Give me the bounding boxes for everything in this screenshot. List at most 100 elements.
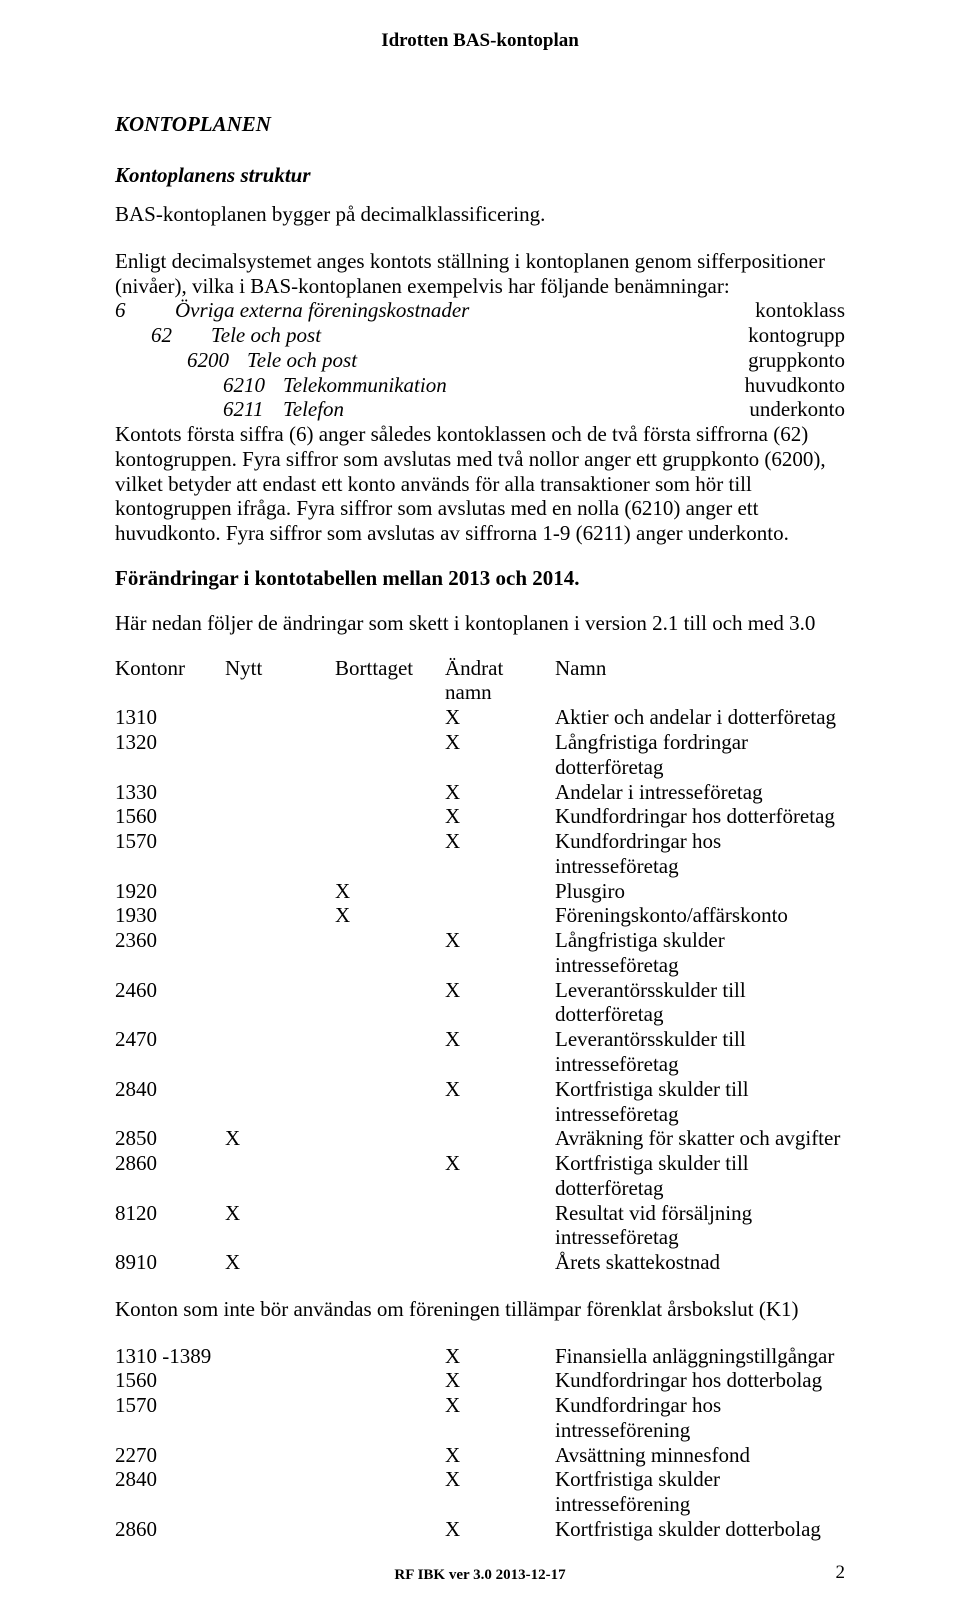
cell-nytt: X [225,1126,335,1151]
cell-nytt [335,1368,445,1393]
cell-namn: Avräkning för skatter och avgifter [555,1126,845,1151]
table-row: 2840XKortfristiga skulder intresseföreni… [115,1467,845,1517]
cell-kontonr: 2270 [115,1443,335,1468]
cell-andrat: X [445,978,555,1028]
cell-namn: Resultat vid försäljning intresseföretag [555,1201,845,1251]
changes-table: Kontonr Nytt Borttaget Ändrat Namn namn … [115,656,845,1275]
cell-borttaget [335,928,445,978]
cell-borttaget: X [335,903,445,928]
structure-left: 6211Telefon [115,397,344,422]
cell-borttaget: X [445,1368,555,1393]
table-row: 2470XLeverantörsskulder till intresseför… [115,1027,845,1077]
cell-kontonr: 1310 [115,705,225,730]
table-row: 1570XKundfordringar hos intresseförening [115,1393,845,1443]
structure-label: Telefon [283,397,344,421]
cell-borttaget [335,1151,445,1201]
cell-borttaget: X [445,1443,555,1468]
cell-borttaget [335,804,445,829]
cell-kontonr: 1330 [115,780,225,805]
cell-namn: Kortfristiga skulder intresseförening [555,1467,845,1517]
cell-kontonr: 2850 [115,1126,225,1151]
cell-kontonr: 1570 [115,829,225,879]
cell-borttaget: X [335,879,445,904]
cell-andrat [445,903,555,928]
cell-nytt [335,1443,445,1468]
cell-borttaget [335,730,445,780]
table-header-row: Kontonr Nytt Borttaget Ändrat Namn [115,656,845,681]
cell-nytt [335,1517,445,1542]
table-row: 1310 -1389XFinansiella anläggningstillgå… [115,1344,845,1369]
structure-left: 6210Telekommunikation [115,373,447,398]
structure-list: 6Övriga externa föreningskostnader kontok… [115,298,845,422]
cell-andrat [445,1126,555,1151]
col-namn: Namn [555,656,845,681]
table-row: 1320XLångfristiga fordringar dotterföret… [115,730,845,780]
table-header-row-2: namn [115,680,845,705]
intro-1: BAS-kontoplanen bygger på decimalklassif… [115,202,845,227]
col-nytt: Nytt [225,656,335,681]
cell-andrat: X [445,1027,555,1077]
cell-nytt [225,928,335,978]
cell-namn: Kundfordringar hos dotterbolag [555,1368,845,1393]
cell-nytt [225,705,335,730]
cell-andrat: X [445,928,555,978]
cell-kontonr: 1320 [115,730,225,780]
cell-namn: Leverantörsskulder till intresseföretag [555,1027,845,1077]
cell-kontonr: 2360 [115,928,225,978]
post-structure-paragraph: Kontots första siffra (6) anger således … [115,422,845,546]
cell-andrat: X [445,1077,555,1127]
table-row: 2860XKortfristiga skulder dotterbolag [115,1517,845,1542]
cell-namn: Kortfristiga skulder till intresseföreta… [555,1077,845,1127]
structure-num: 6 [115,298,175,323]
cell-nytt [335,1467,445,1517]
cell-kontonr: 1570 [115,1393,335,1443]
structure-row: 6211Telefon underkonto [115,397,845,422]
table-row: 1560XKundfordringar hos dotterföretag [115,804,845,829]
cell-nytt [225,879,335,904]
cell-andrat: X [445,780,555,805]
structure-kind: underkonto [749,397,845,422]
cell-nytt [225,829,335,879]
cell-namn: Kundfordringar hos intresseförening [555,1393,845,1443]
cell-namn: Plusgiro [555,879,845,904]
cell-kontonr: 1560 [115,1368,335,1393]
intro-2: Enligt decimalsystemet anges kontots stä… [115,249,845,299]
col-andrat-2: namn [445,680,555,705]
changes-heading: Förändringar i kontotabellen mellan 2013… [115,566,845,591]
page-number: 2 [836,1562,846,1584]
page-footer: RF IBK ver 3.0 2013-12-17 [0,1567,960,1584]
table-row: 2860XKortfristiga skulder till dotterför… [115,1151,845,1201]
structure-left: 62Tele och post [115,323,321,348]
cell-andrat [445,1250,555,1275]
k1-note: Konton som inte bör användas om förening… [115,1297,845,1322]
cell-borttaget [335,1027,445,1077]
structure-kind: huvudkonto [745,373,845,398]
cell-borttaget: X [445,1517,555,1542]
structure-label: Övriga externa föreningskostnader [175,298,469,322]
cell-nytt [225,978,335,1028]
cell-kontonr: 1920 [115,879,225,904]
cell-borttaget [335,780,445,805]
cell-kontonr: 1310 -1389 [115,1344,335,1369]
k1-table: 1310 -1389XFinansiella anläggningstillgå… [115,1344,845,1542]
cell-andrat [445,879,555,904]
cell-borttaget [335,705,445,730]
col-kontonr: Kontonr [115,656,225,681]
table-row: 2460XLeverantörsskulder till dotterföret… [115,978,845,1028]
cell-namn: Avsättning minnesfond [555,1443,845,1468]
col-borttaget: Borttaget [335,656,445,681]
cell-borttaget [335,1201,445,1251]
cell-nytt: X [225,1201,335,1251]
structure-kind: kontoklass [755,298,845,323]
cell-namn: Leverantörsskulder till dotterföretag [555,978,845,1028]
table-row: 2840XKortfristiga skulder till intressef… [115,1077,845,1127]
structure-row: 6200Tele och postgruppkonto [115,348,845,373]
cell-kontonr: 1930 [115,903,225,928]
cell-namn: Kortfristiga skulder dotterbolag [555,1517,845,1542]
table-row: 1930XFöreningskonto/affärskonto [115,903,845,928]
table-row: 2850X Avräkning för skatter och avgifter [115,1126,845,1151]
cell-andrat: X [445,804,555,829]
cell-kontonr: 2860 [115,1151,225,1201]
cell-borttaget [335,978,445,1028]
structure-kind: gruppkonto [748,348,845,373]
